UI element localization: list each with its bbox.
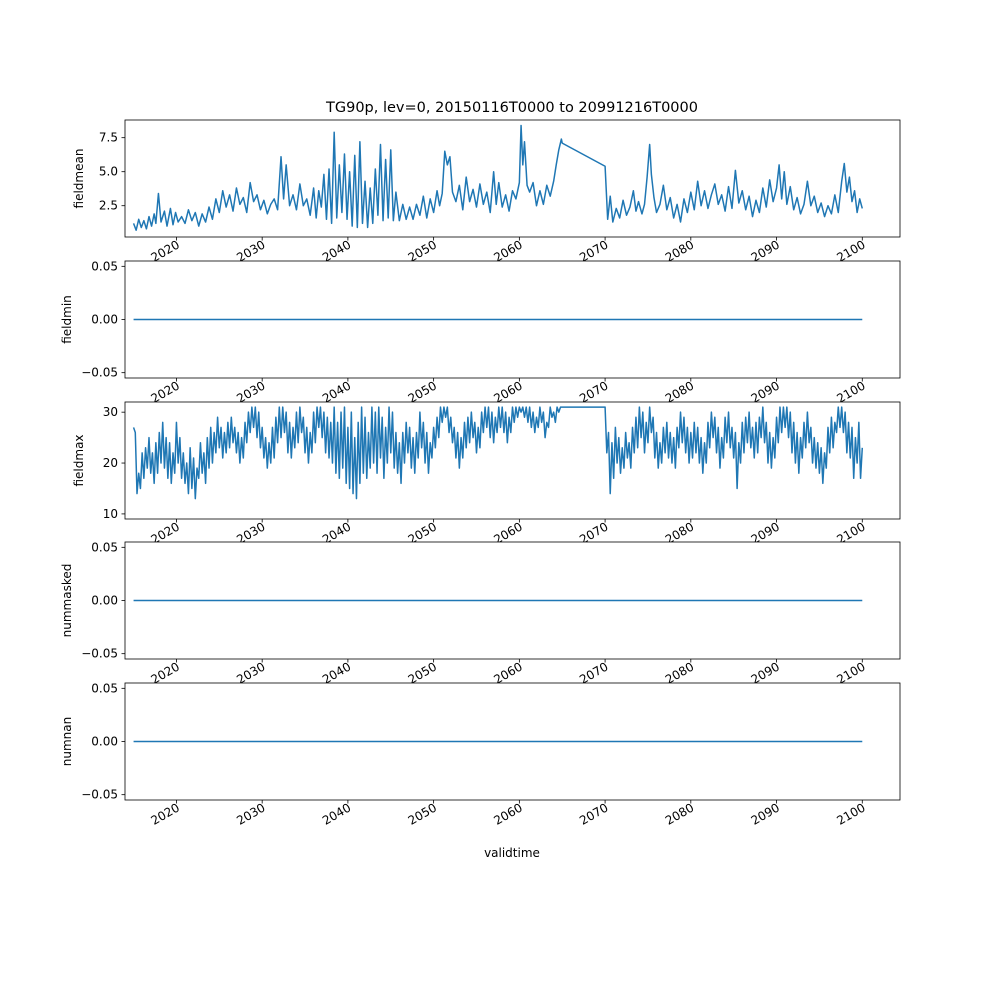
- y-axis-label-nummasked: nummasked: [60, 564, 74, 638]
- y-tick-label-fieldmin: 0.05: [91, 259, 118, 273]
- y-tick-label-fieldmin: −0.05: [81, 366, 118, 380]
- y-axis-label-fieldmax: fieldmax: [72, 434, 86, 486]
- y-axis-label-numnan: numnan: [60, 717, 74, 766]
- series-line-fieldmax: [132, 406, 864, 500]
- axes-frame-fieldmean: [124, 119, 901, 238]
- y-tick-label-fieldmax: 10: [103, 507, 118, 521]
- x-axis-label: validtime: [484, 846, 540, 860]
- y-tick-label-nummasked: −0.05: [81, 647, 118, 661]
- figure-title: TG90p, lev=0, 20150116T0000 to 20991216T…: [325, 100, 698, 116]
- y-tick-label-fieldmean: 2.5: [99, 199, 118, 213]
- y-tick-label-numnan: −0.05: [81, 788, 118, 802]
- y-tick-label-fieldmax: 30: [103, 405, 118, 419]
- axes-frame-fieldmax: [124, 401, 901, 520]
- y-tick-label-nummasked: 0.00: [91, 594, 118, 608]
- series-line-fieldmean: [132, 124, 864, 231]
- y-tick-label-numnan: 0.05: [91, 681, 118, 695]
- y-tick-label-numnan: 0.00: [91, 735, 118, 749]
- y-axis-label-fieldmean: fieldmean: [72, 149, 86, 209]
- y-axis-label-fieldmin: fieldmin: [60, 295, 74, 344]
- y-tick-label-nummasked: 0.05: [91, 540, 118, 554]
- y-tick-label-fieldmin: 0.00: [91, 313, 118, 327]
- y-tick-label-fieldmean: 5.0: [99, 165, 118, 179]
- y-tick-label-fieldmax: 20: [103, 456, 118, 470]
- y-tick-label-fieldmean: 7.5: [99, 131, 118, 145]
